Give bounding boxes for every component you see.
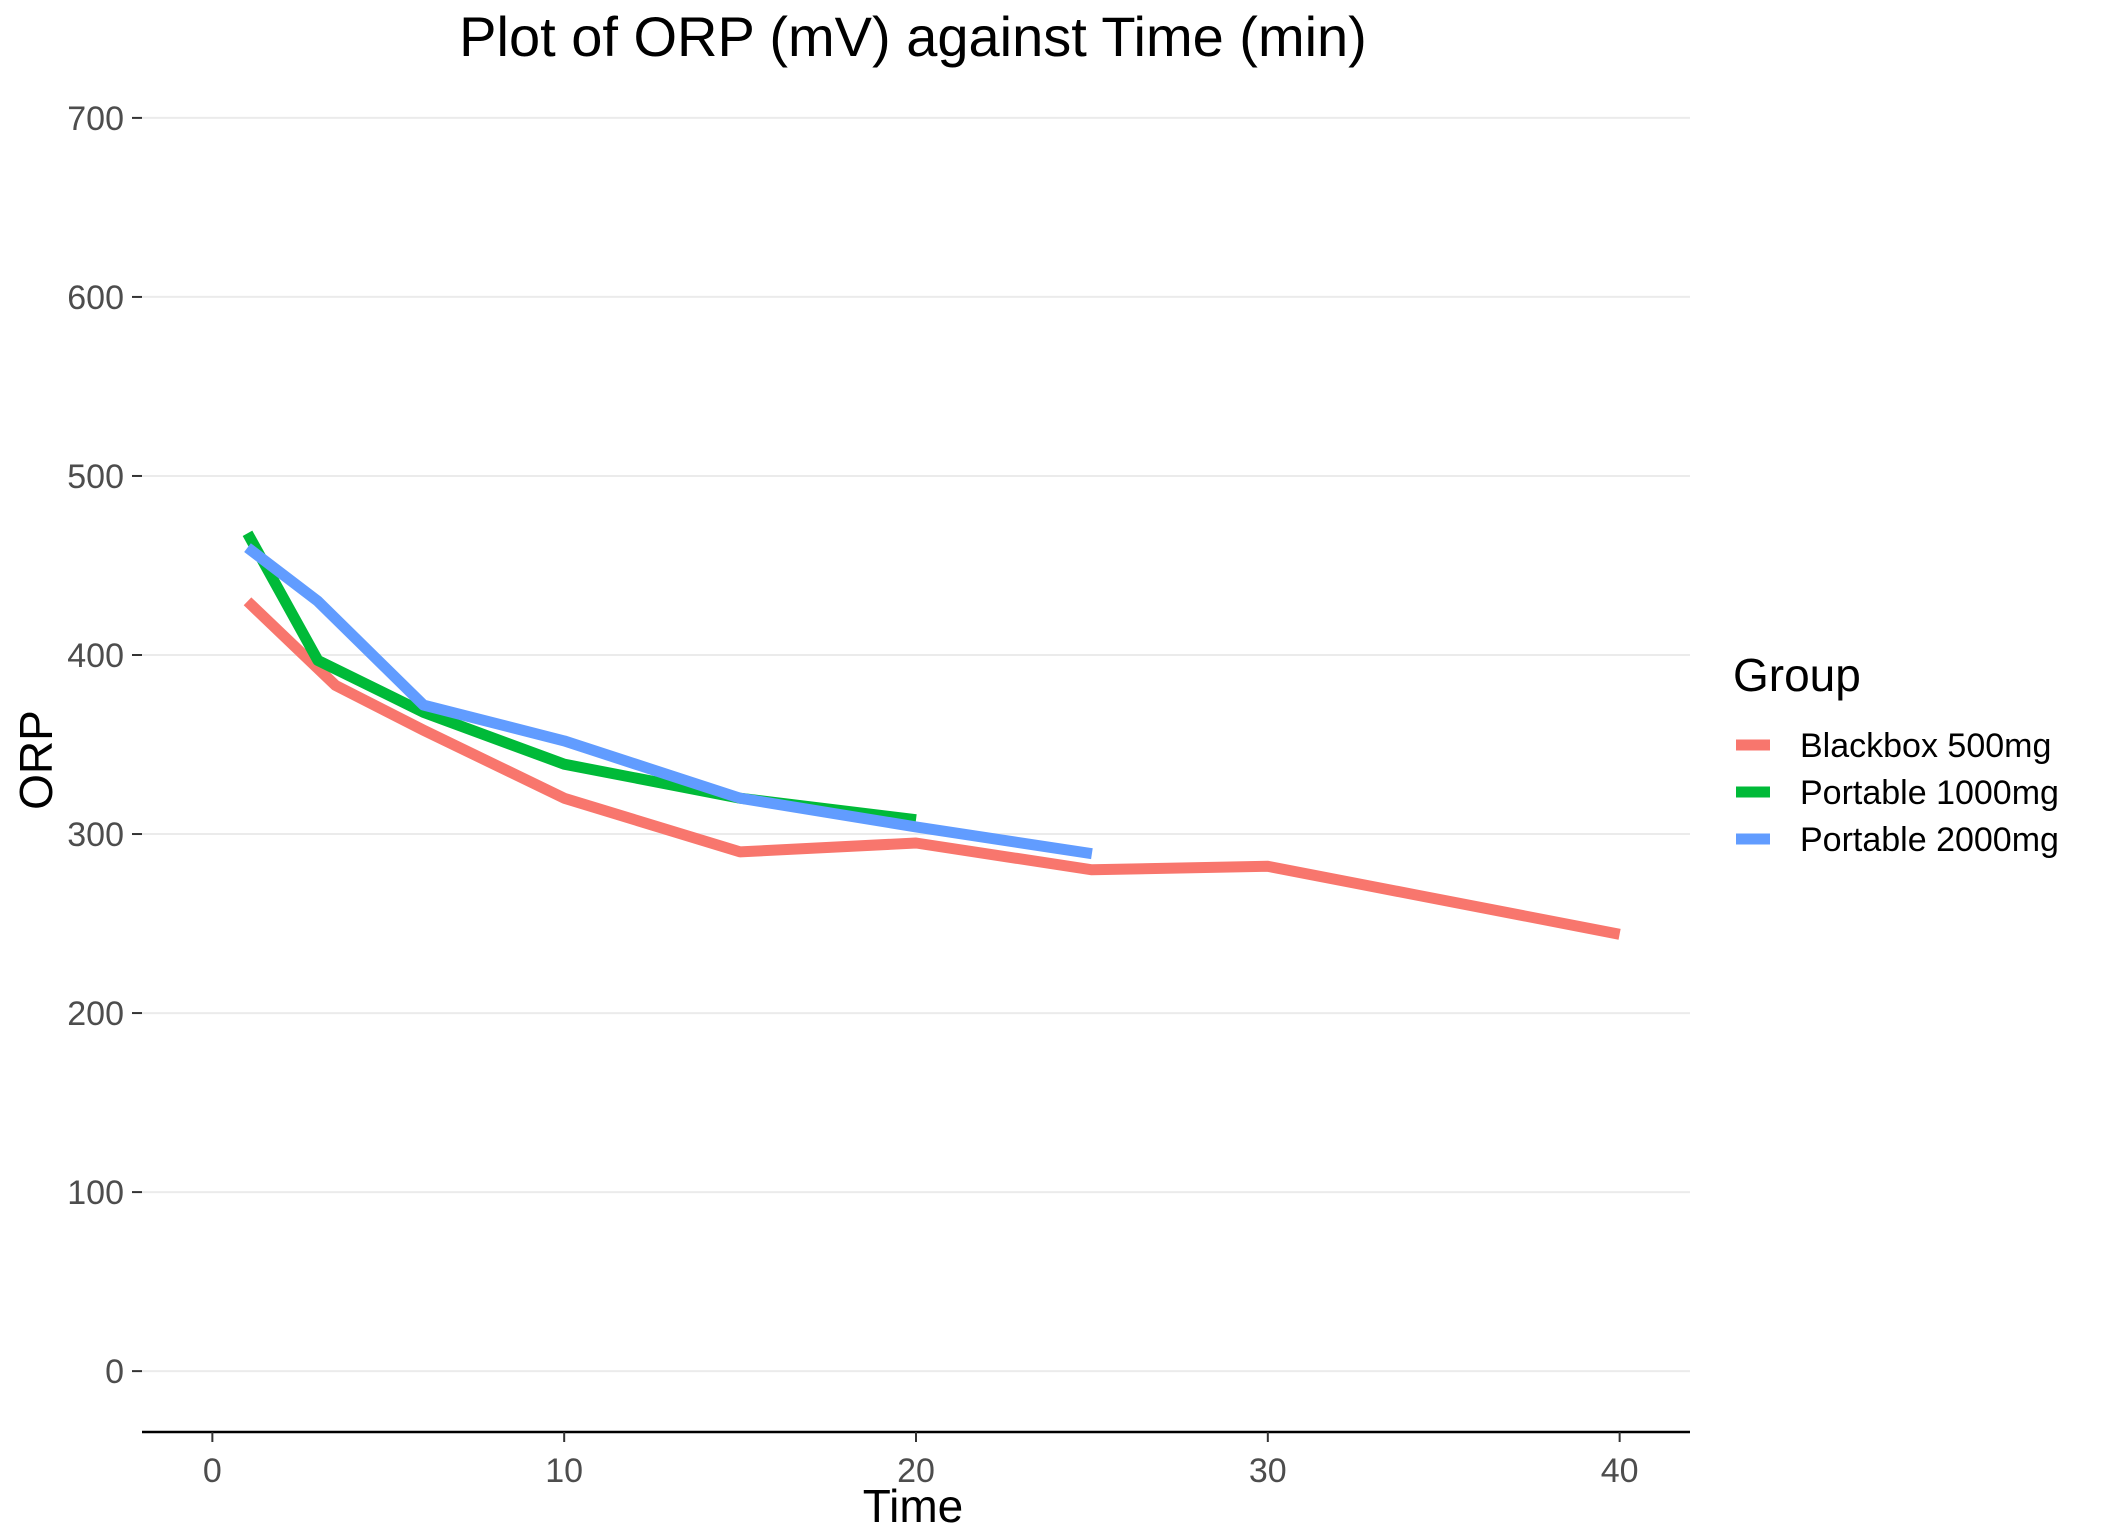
y-tick-label: 400 [67,637,124,675]
y-tick-label: 200 [67,995,124,1033]
series-line-2 [242,530,917,826]
y-tick-label: 100 [67,1174,124,1212]
y-axis-title: ORP [10,710,62,810]
y-tick-label: 300 [67,816,124,854]
series-line-1 [243,597,1621,940]
y-axis-ticks: 0 100 200 300 400 500 600 700 [67,100,142,1391]
x-tick-label: 0 [203,1452,222,1490]
legend-label-2: Portable 1000mg [1800,774,2059,812]
x-tick-label: 30 [1249,1452,1287,1490]
legend-label-3: Portable 2000mg [1800,821,2059,859]
legend: Group Blackbox 500mg Portable 1000mg Porta… [1733,649,2059,859]
x-tick-label: 40 [1601,1452,1639,1490]
grid-layer [142,116,1690,1373]
legend-title: Group [1733,649,1861,701]
legend-items: Blackbox 500mg Portable 1000mg Portable 20… [1736,727,2059,859]
y-tick-label: 600 [67,279,124,317]
y-tick-label: 0 [105,1353,124,1391]
x-tick-label: 10 [545,1452,583,1490]
x-axis-ticks: 0 10 20 30 40 [203,1432,1639,1490]
x-tick-label: 20 [897,1452,935,1490]
y-tick-label: 700 [67,100,124,138]
series-line-3 [244,543,1093,860]
y-tick-label: 500 [67,458,124,496]
x-axis-title: Time [863,1480,964,1532]
chart-title: Plot of ORP (mV) against Time (min) [459,5,1367,68]
legend-label-1: Blackbox 500mg [1800,727,2051,765]
series-layer [242,530,1621,940]
